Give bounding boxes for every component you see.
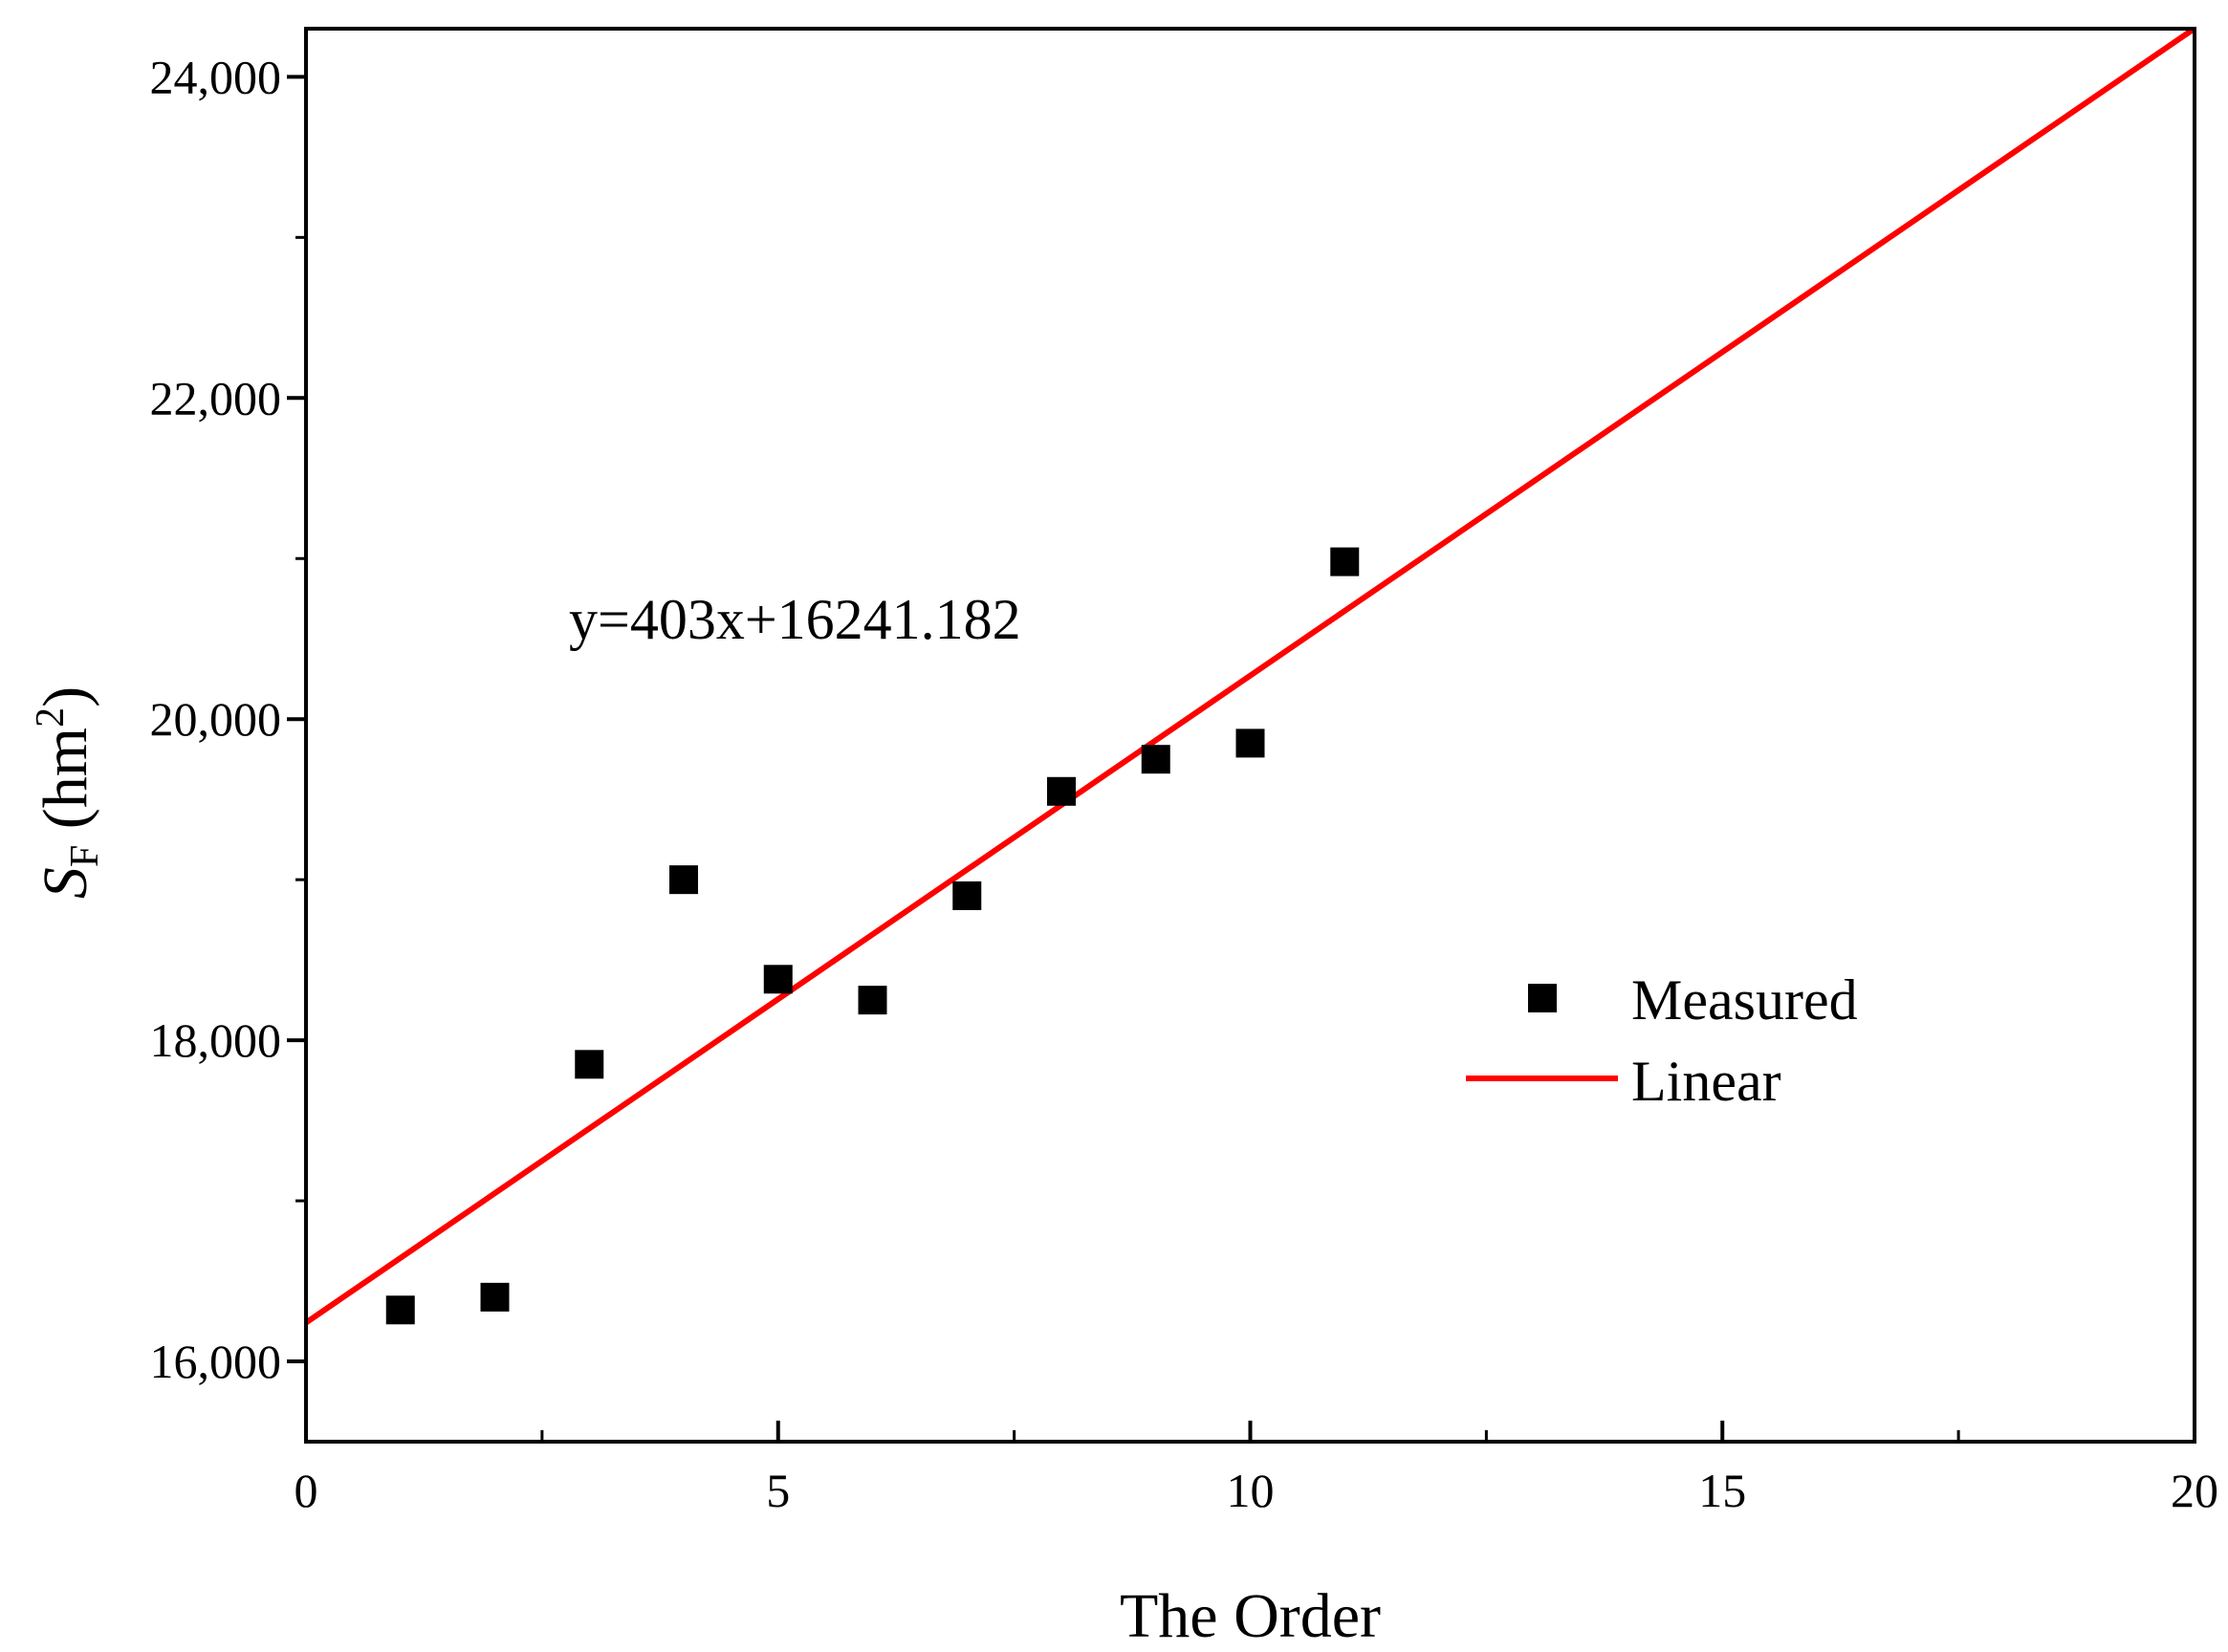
y-axis-title: SF (hm2) — [29, 686, 107, 899]
scatter-points-layer — [385, 547, 1360, 1325]
legend-label-measured: Measured — [1631, 968, 1858, 1032]
y-axis-title-symbol: S — [31, 867, 100, 899]
legend-marker-measured — [1528, 984, 1557, 1012]
data-point — [1235, 728, 1265, 758]
legend: Measured Linear — [1466, 968, 1858, 1113]
x-tick-label-10: 10 — [1227, 1464, 1275, 1517]
data-point — [385, 1295, 415, 1325]
y-tick-label-24000: 24,000 — [150, 50, 282, 103]
data-point — [952, 880, 982, 910]
x-tick-label-5: 5 — [766, 1464, 790, 1517]
data-point — [1141, 745, 1170, 774]
y-axis: 16,000 18,000 20,000 22,000 24,000 — [150, 50, 306, 1388]
data-point — [575, 1050, 604, 1079]
y-tick-label-22000: 22,000 — [150, 371, 282, 424]
x-tick-label-20: 20 — [2171, 1464, 2218, 1517]
x-axis-title: The Order — [1120, 1581, 1381, 1651]
data-point — [1047, 776, 1076, 806]
y-axis-title-unit-close: ) — [31, 686, 100, 707]
x-tick-label-0: 0 — [295, 1464, 318, 1517]
x-axis: 0 5 10 15 20 — [295, 1421, 2218, 1517]
y-axis-title-subscript: F — [63, 845, 107, 867]
y-tick-label-18000: 18,000 — [150, 1013, 282, 1067]
y-axis-title-superscript: 2 — [29, 707, 73, 728]
x-tick-label-15: 15 — [1698, 1464, 1746, 1517]
fit-line-layer — [306, 29, 2195, 1325]
data-point — [1330, 547, 1360, 576]
data-point — [669, 865, 698, 895]
fit-line — [306, 29, 2195, 1325]
y-tick-label-20000: 20,000 — [150, 692, 282, 746]
regression-equation: y=403x+16241.182 — [569, 588, 1021, 651]
y-axis-title-unit: (hm — [31, 728, 100, 845]
data-point — [858, 986, 887, 1015]
y-tick-label-16000: 16,000 — [150, 1335, 282, 1388]
legend-label-linear: Linear — [1631, 1050, 1781, 1113]
data-point — [480, 1282, 510, 1312]
data-point — [763, 965, 793, 994]
